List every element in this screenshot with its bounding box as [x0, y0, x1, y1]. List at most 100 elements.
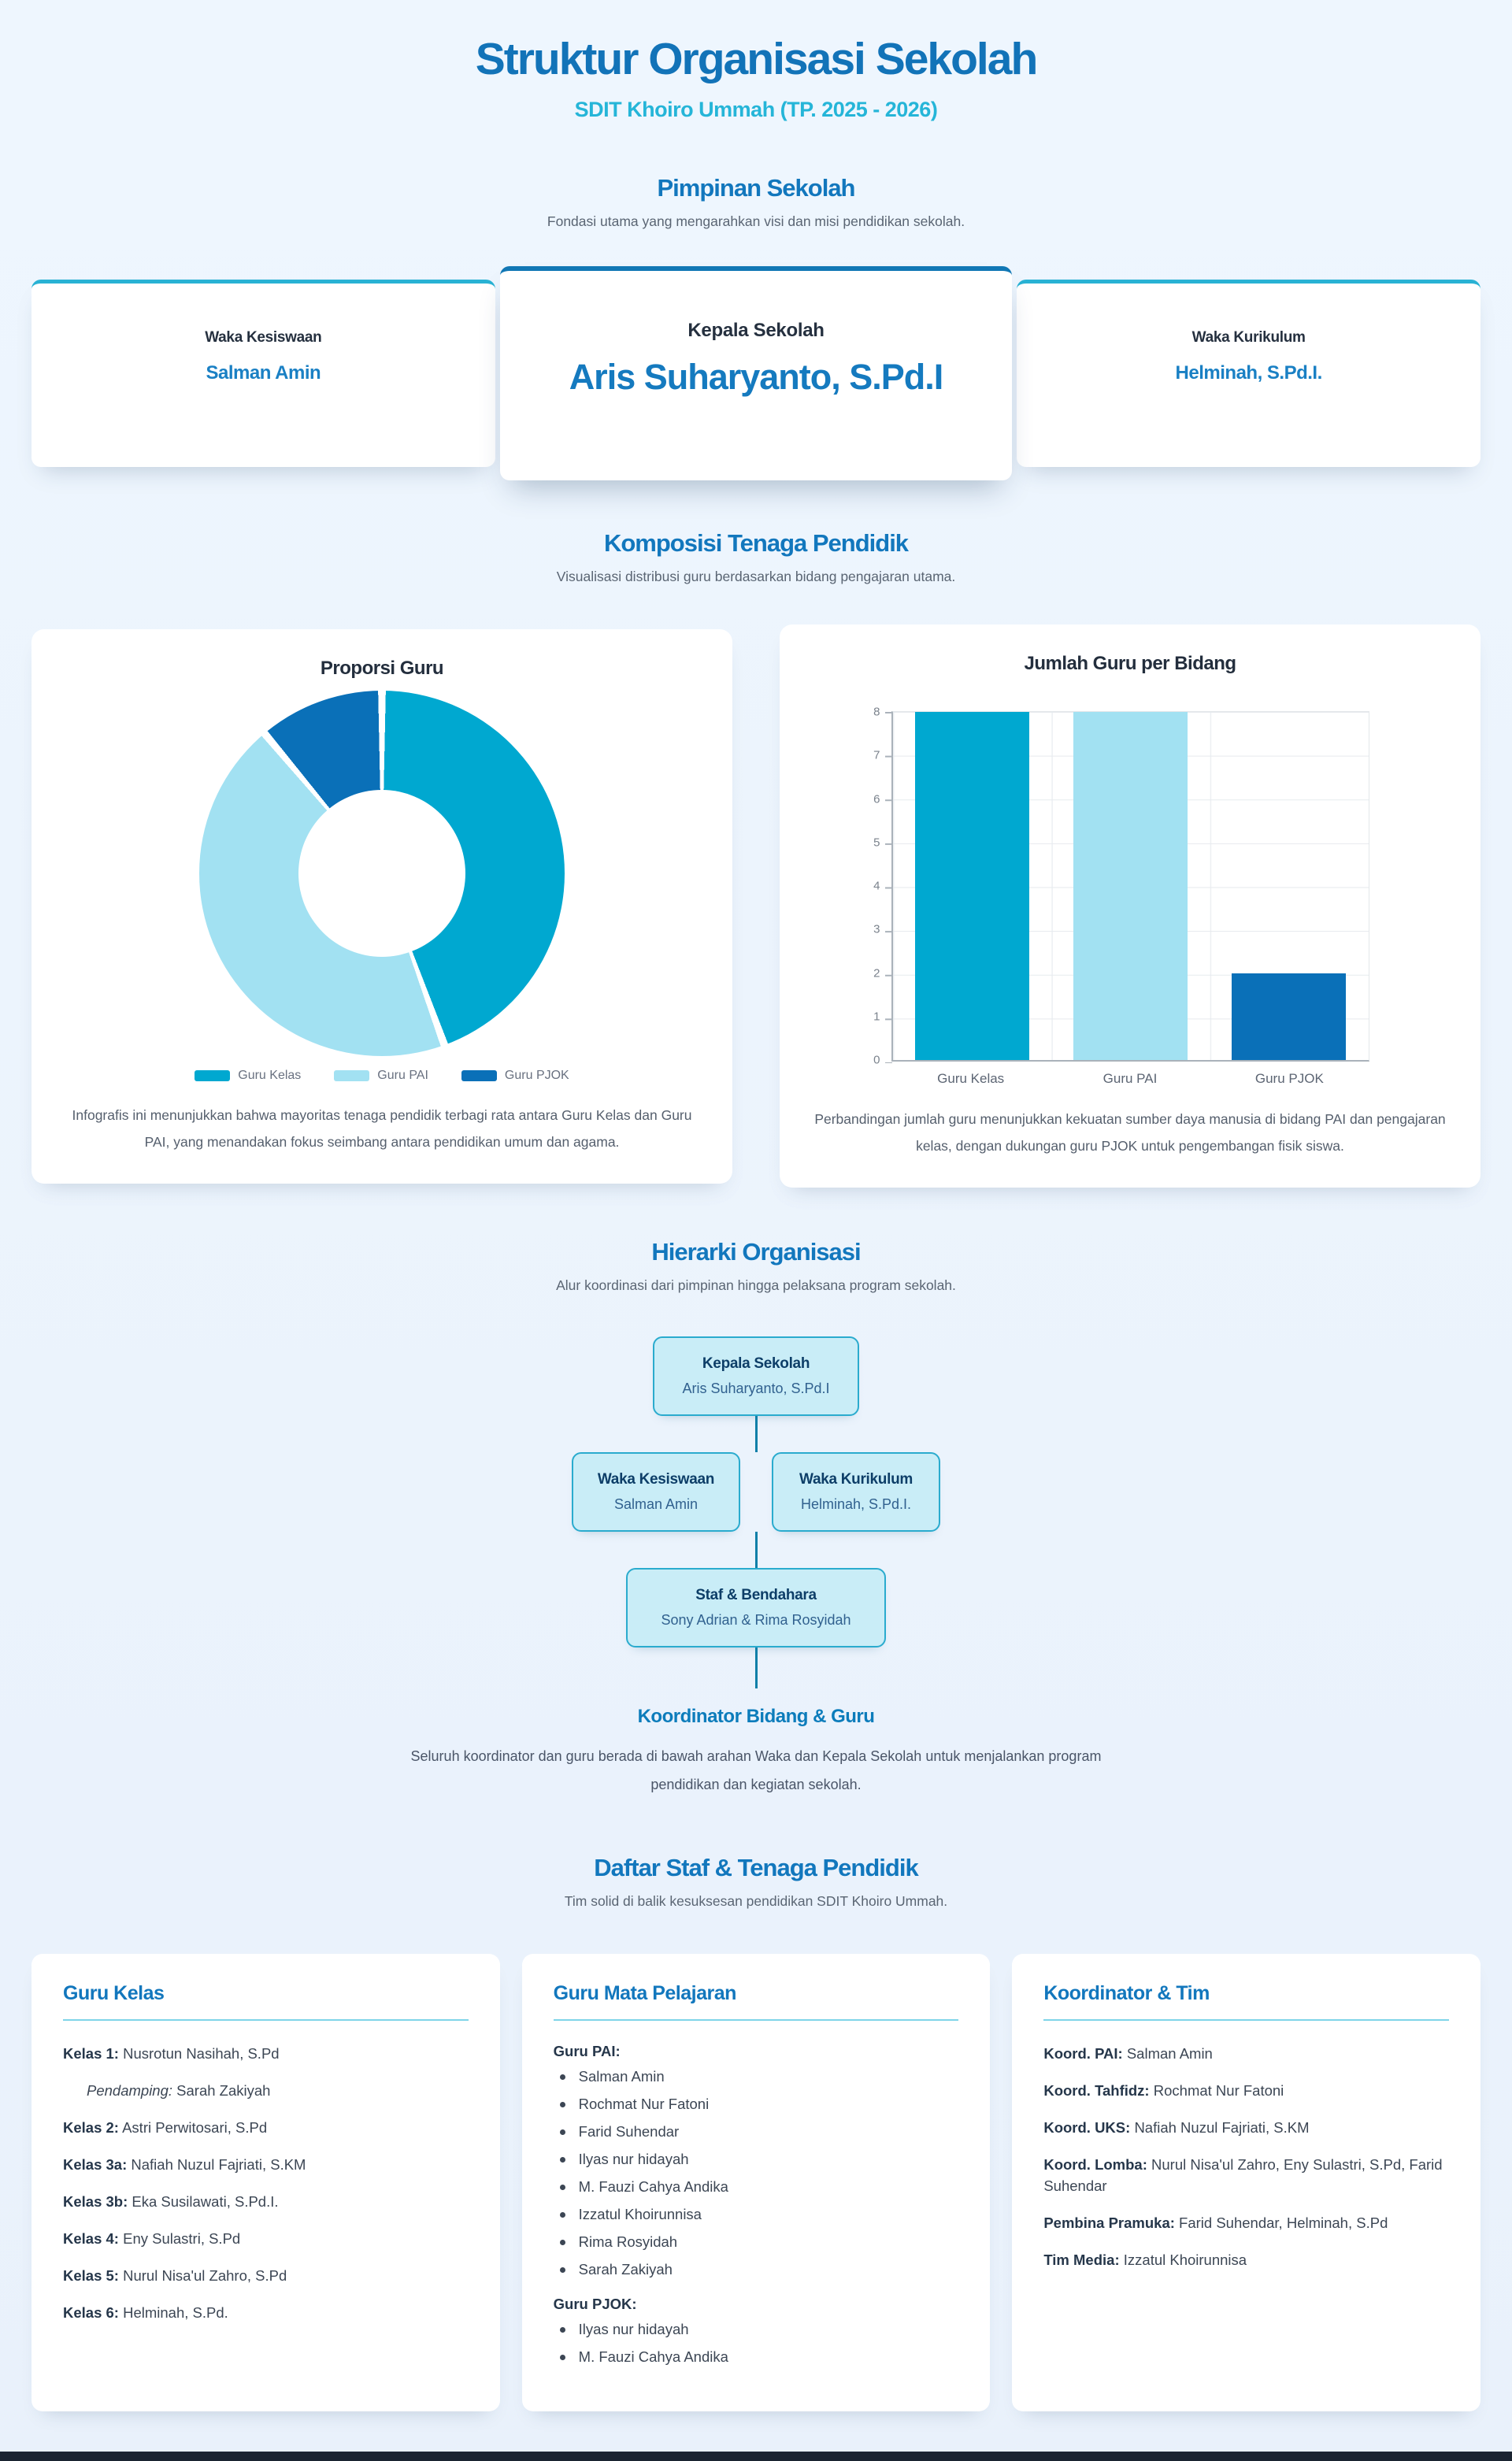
legend-item-guru-pai[interactable]: Guru PAI — [334, 1069, 428, 1083]
card-title: Guru Mata Pelajaran — [553, 1982, 737, 2004]
org-connector — [754, 1647, 758, 1688]
pjok-list: Ilyas nur hidayah M. Fauzi Cahya Andika — [554, 2321, 959, 2366]
hierarki-subheading: Alur koordinasi dari pimpinan hingga pel… — [556, 1277, 956, 1293]
donut-legend: Guru Kelas Guru PAI Guru PJOK — [65, 1069, 699, 1083]
org-node-name: Salman Amin — [613, 1496, 699, 1512]
bar-caption: Perbandingan jumlah guru menunjukkan kek… — [814, 1111, 1446, 1154]
org-node-title: Waka Kurikulum — [799, 1471, 913, 1488]
list-item: Kelas 3b: Eka Susilawati, S.Pd.I. — [63, 2193, 279, 2210]
divider — [63, 2019, 469, 2021]
card-title: Koordinator & Tim — [1043, 1982, 1210, 2004]
pimpinan-heading: Pimpinan Sekolah — [657, 174, 855, 202]
donut-chart — [199, 690, 565, 1056]
person-name: Helminah, S.Pd.I. — [1175, 362, 1323, 384]
group-label-pjok: Guru PJOK: — [553, 2296, 637, 2312]
y-axis-labels: 8 7 6 5 4 3 2 1 0 — [852, 706, 880, 1067]
pimpinan-cards-row: Waka Kesiswaan Salman Amin Kepala Sekola… — [32, 266, 1481, 480]
org-node-waka-kurikulum: Waka Kurikulum Helminah, S.Pd.I. — [772, 1452, 940, 1532]
legend-item-guru-kelas[interactable]: Guru Kelas — [195, 1069, 301, 1083]
card-kepala-sekolah: Kepala Sekolah Aris Suharyanto, S.Pd.I — [499, 266, 1013, 480]
org-node-title: Kepala Sekolah — [702, 1355, 810, 1372]
person-name: Aris Suharyanto, S.Pd.I — [569, 357, 944, 397]
list-item: Koord. Lomba: Nurul Nisa'ul Zahro, Eny S… — [1043, 2156, 1443, 2194]
y-tick-label: 2 — [873, 966, 880, 980]
group-label-pai: Guru PAI: — [553, 2043, 621, 2059]
org-node-waka-kesiswaan: Waka Kesiswaan Salman Amin — [572, 1452, 740, 1532]
legend-swatch-guru-pai — [334, 1069, 370, 1081]
pai-list: Salman Amin Rochmat Nur Fatoni Farid Suh… — [554, 2068, 959, 2278]
list-item: Tim Media: Izzatul Khoirunnisa — [1043, 2252, 1247, 2268]
bar-chart-card: Jumlah Guru per Bidang 8 7 6 5 4 3 2 1 0 — [780, 625, 1480, 1188]
list-item: Kelas 1: Nusrotun Nasihah, S.Pd — [63, 2045, 280, 2062]
card-guru-kelas: Guru Kelas Kelas 1: Nusrotun Nasihah, S.… — [32, 1954, 500, 2411]
y-tick-label: 5 — [873, 836, 880, 850]
role-label: Waka Kurikulum — [1191, 329, 1306, 346]
bar-slot-guru-pai — [1051, 712, 1210, 1060]
legend-swatch-guru-pjok — [461, 1069, 497, 1081]
list-item: Izzatul Khoirunnisa — [554, 2206, 959, 2223]
role-label: Waka Kesiswaan — [205, 329, 322, 346]
donut-caption: Infografis ini menunjukkan bahwa mayorit… — [72, 1106, 692, 1150]
bar-plot-area: 8 7 6 5 4 3 2 1 0 — [873, 706, 1369, 1067]
list-item: Ilyas nur hidayah — [554, 2321, 959, 2338]
bar-guru-pjok — [1232, 973, 1347, 1060]
bar-chart-title: Jumlah Guru per Bidang — [1024, 653, 1236, 674]
koordinator-heading: Koordinator Bidang & Guru — [637, 1706, 875, 1727]
list-item: Pendamping: Sarah Zakiyah — [87, 2082, 271, 2099]
card-waka-kesiswaan: Waka Kesiswaan Salman Amin — [32, 280, 495, 467]
footer-bar — [0, 2452, 1512, 2461]
y-axis-ticks — [884, 712, 892, 1063]
x-label-guru-pai: Guru PAI — [1102, 1071, 1158, 1086]
list-item: Farid Suhendar — [554, 2123, 959, 2140]
list-item: Kelas 5: Nurul Nisa'ul Zahro, S.Pd — [63, 2267, 287, 2284]
bar-slot-guru-pjok — [1210, 712, 1368, 1060]
legend-item-guru-pjok[interactable]: Guru PJOK — [461, 1069, 569, 1083]
x-label-guru-kelas: Guru Kelas — [937, 1071, 1005, 1086]
list-item: Rima Rosyidah — [554, 2233, 959, 2251]
person-name: Salman Amin — [206, 362, 321, 384]
x-label-guru-pjok: Guru PJOK — [1254, 1071, 1324, 1086]
y-tick-label: 0 — [873, 1053, 880, 1067]
bar-slot-guru-kelas — [893, 712, 1051, 1060]
list-item: Koord. UKS: Nafiah Nuzul Fajriati, S.KM — [1043, 2119, 1310, 2136]
list-item: Ilyas nur hidayah — [554, 2151, 959, 2168]
bar-guru-pai — [1073, 712, 1188, 1060]
section-daftar: Daftar Staf & Tenaga Pendidik Tim solid … — [32, 1854, 1480, 2411]
list-item: Rochmat Nur Fatoni — [554, 2096, 959, 2113]
card-title: Guru Kelas — [63, 1982, 165, 2004]
section-pimpinan: Pimpinan Sekolah Fondasi utama yang meng… — [32, 174, 1481, 480]
donut-chart-card: Proporsi Guru Guru Kelas Guru PAI — [32, 628, 732, 1184]
legend-label: Guru PJOK — [504, 1068, 569, 1082]
org-node-title: Staf & Bendahara — [695, 1587, 817, 1603]
y-tick-label: 4 — [873, 879, 880, 893]
list-item: M. Fauzi Cahya Andika — [554, 2178, 959, 2196]
section-hierarki: Hierarki Organisasi Alur koordinasi dari… — [32, 1238, 1480, 1799]
list-item: Salman Amin — [554, 2068, 959, 2085]
list-item: Sarah Zakiyah — [554, 2261, 959, 2278]
divider — [1043, 2019, 1449, 2021]
list-item: Koord. Tahfidz: Rochmat Nur Fatoni — [1043, 2082, 1284, 2099]
y-tick-label: 1 — [873, 1010, 880, 1024]
org-waka-row: Waka Kesiswaan Salman Amin Waka Kurikulu… — [572, 1452, 940, 1532]
list-item: Koord. PAI: Salman Amin — [1043, 2045, 1213, 2062]
list-item: Pembina Pramuka: Farid Suhendar, Helmina… — [1043, 2215, 1388, 2231]
org-connector — [754, 1416, 758, 1452]
staff-columns: Guru Kelas Kelas 1: Nusrotun Nasihah, S.… — [32, 1954, 1480, 2411]
legend-label: Guru PAI — [377, 1068, 428, 1082]
komposisi-heading: Komposisi Tenaga Pendidik — [603, 529, 909, 557]
org-connector — [754, 1532, 758, 1568]
legend-label: Guru Kelas — [238, 1068, 302, 1082]
daftar-subheading: Tim solid di balik kesuksesan pendidikan… — [564, 1893, 948, 1909]
list-item: Kelas 3a: Nafiah Nuzul Fajriati, S.KM — [63, 2156, 306, 2173]
org-node-title: Waka Kesiswaan — [597, 1471, 715, 1488]
donut-hole — [298, 789, 465, 957]
org-node-kepala-sekolah: Kepala Sekolah Aris Suharyanto, S.Pd.I — [653, 1336, 859, 1416]
komposisi-subheading: Visualisasi distribusi guru berdasarkan … — [556, 569, 956, 584]
charts-row: Proporsi Guru Guru Kelas Guru PAI — [32, 625, 1480, 1188]
daftar-heading: Daftar Staf & Tenaga Pendidik — [594, 1854, 918, 1881]
list-item: Kelas 2: Astri Perwitosari, S.Pd — [63, 2119, 268, 2136]
divider — [553, 2019, 959, 2021]
org-chart: Kepala Sekolah Aris Suharyanto, S.Pd.I W… — [32, 1336, 1480, 1688]
page-subtitle: SDIT Khoiro Ummah (TP. 2025 - 2026) — [574, 98, 938, 121]
